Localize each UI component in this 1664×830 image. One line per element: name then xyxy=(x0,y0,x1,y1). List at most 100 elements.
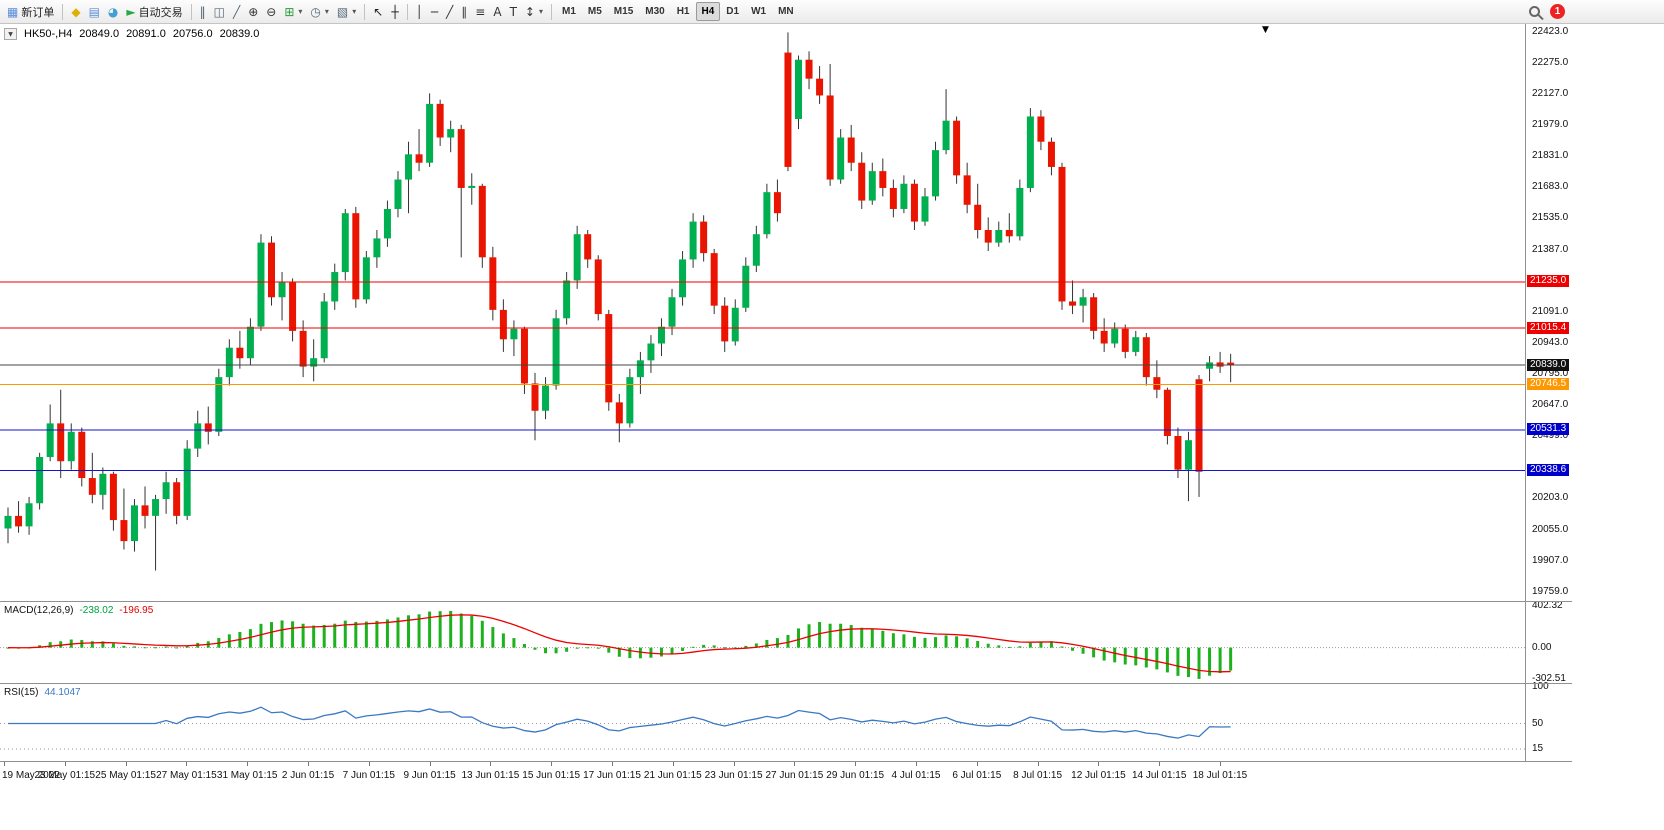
bull-candle xyxy=(573,234,581,281)
time-label: 13 Jun 01:15 xyxy=(461,770,520,781)
time-tick xyxy=(4,762,5,766)
macd-histogram-bar xyxy=(670,647,674,655)
bull-candle xyxy=(46,423,54,458)
crosshair-button[interactable]: ┼ xyxy=(387,2,402,22)
chart-candles-button[interactable]: ◫ xyxy=(210,2,229,22)
open-value: 20849.0 xyxy=(79,28,120,40)
vline-button[interactable]: │ xyxy=(412,2,427,22)
bull-candle xyxy=(1079,297,1087,306)
main-chart-canvas[interactable] xyxy=(0,24,1525,601)
price-tick-label: 20499.0 xyxy=(1532,430,1569,442)
hline-button[interactable]: ─ xyxy=(427,2,442,22)
time-tick xyxy=(551,762,553,766)
bear-candle xyxy=(615,402,623,424)
templates-button[interactable]: ▧ ▾ xyxy=(333,2,360,22)
zoom-in-button[interactable]: ⊕ xyxy=(244,2,262,22)
timeframe-w1[interactable]: W1 xyxy=(751,6,767,17)
notification-badge[interactable]: 1 xyxy=(1550,4,1565,19)
market-watch-button[interactable]: ▤ xyxy=(85,2,104,22)
bear-candle xyxy=(963,175,971,205)
macd-histogram-bar xyxy=(786,634,790,648)
dropdown-arrow-icon: ▾ xyxy=(352,7,357,16)
timeframe-m15[interactable]: M15 xyxy=(613,6,634,17)
chart-shift-marker[interactable]: ▼ xyxy=(1262,25,1269,35)
bull-candle xyxy=(942,120,950,151)
zoom-out-button[interactable]: ⊖ xyxy=(262,2,280,22)
panel-separator[interactable] xyxy=(0,683,1572,684)
bull-candle xyxy=(932,150,940,197)
bear-candle xyxy=(109,473,117,521)
text-button[interactable]: A xyxy=(489,2,505,22)
navigator-button[interactable]: ◕ xyxy=(104,2,122,22)
price-axis[interactable]: 22423.0 22275.0 22127.0 21979.0 21831.0 21683… xyxy=(1525,24,1572,762)
time-label: 4 Jul 01:15 xyxy=(891,770,941,781)
timeframe-h4[interactable]: H4 xyxy=(695,2,721,21)
new-order-button[interactable]: ▦ 新订单 xyxy=(3,2,58,22)
panel-separator[interactable] xyxy=(0,601,1572,602)
bear-candle xyxy=(1047,141,1055,167)
bull-candle xyxy=(246,326,254,359)
bear-candle xyxy=(879,171,887,188)
macd-histogram-bar xyxy=(870,628,874,648)
chart-bars-button[interactable]: ‖ xyxy=(196,2,210,22)
search-icon[interactable] xyxy=(1529,6,1540,17)
market-watch-icon: ▤ xyxy=(88,4,100,19)
time-axis[interactable]: 19 May 2022 23 May 01:15 25 May 01:15 27 Ma… xyxy=(0,762,1572,788)
fibonacci-button[interactable]: ≡ xyxy=(471,2,489,22)
autotrading-button[interactable]: ► 自动交易 xyxy=(122,2,186,22)
metaeditor-button[interactable]: ◆ xyxy=(67,2,84,22)
price-tick-label: 50 xyxy=(1532,717,1544,729)
navigator-icon: ◕ xyxy=(107,4,119,19)
rsi-value: 44.1047 xyxy=(44,687,81,698)
bear-candle xyxy=(1174,435,1182,470)
bull-candle xyxy=(1016,187,1024,237)
collapse-chart-button[interactable]: ▼ xyxy=(4,28,17,40)
bull-candle xyxy=(447,129,455,138)
rsi-panel-canvas[interactable] xyxy=(0,684,1525,761)
macd-histogram-bar xyxy=(1197,647,1201,679)
autotrading-icon: ► xyxy=(126,4,136,19)
periods-button[interactable]: ◷ ▾ xyxy=(306,2,333,22)
macd-name: MACD(12,26,9) xyxy=(4,605,74,616)
channel-button[interactable]: ∥ xyxy=(457,2,471,22)
timeframe-m30[interactable]: M30 xyxy=(645,6,665,17)
macd-histogram-bar xyxy=(628,647,632,659)
cursor-button[interactable]: ↖ xyxy=(369,2,387,22)
panel-separator[interactable] xyxy=(0,761,1572,762)
arrows-button[interactable]: ↕ ▾ xyxy=(521,2,547,22)
timeframe-m5[interactable]: M5 xyxy=(587,6,602,17)
macd-panel-canvas[interactable] xyxy=(0,602,1525,683)
macd-histogram-bar xyxy=(565,647,569,652)
macd-histogram-bar xyxy=(554,647,558,654)
price-tick-label: 21387.0 xyxy=(1532,243,1569,255)
bull-candle xyxy=(152,499,160,516)
timeframe-mn[interactable]: MN xyxy=(778,6,794,17)
macd-histogram-bar xyxy=(101,641,105,648)
macd-histogram-bar xyxy=(1007,646,1011,648)
price-tick-label: 20943.0 xyxy=(1532,336,1569,348)
bull-candle xyxy=(194,423,202,449)
macd-histogram-bar xyxy=(733,647,737,649)
bear-candle xyxy=(1090,297,1098,331)
bull-candle xyxy=(67,431,75,462)
autotrading-button-label: 自动交易 xyxy=(138,6,183,19)
zoom-out-icon: ⊖ xyxy=(266,4,277,19)
macd-histogram-bar xyxy=(818,621,822,648)
bull-candle xyxy=(647,343,655,361)
chart-line-icon: ╱ xyxy=(232,4,241,19)
rsi-indicator-label: RSI(15) 44.1047 xyxy=(4,687,81,698)
indicators-button[interactable]: ⊞ ▾ xyxy=(280,2,306,22)
timeframe-h1[interactable]: H1 xyxy=(676,6,690,17)
price-tick-label: 20203.0 xyxy=(1532,492,1569,504)
macd-histogram-bar xyxy=(248,629,252,648)
label-button[interactable]: T xyxy=(506,2,521,22)
timeframe-m1[interactable]: M1 xyxy=(561,6,576,17)
macd-histogram-bar xyxy=(1218,647,1222,674)
macd-histogram-bar xyxy=(396,617,400,648)
bear-candle xyxy=(773,192,781,214)
chart-line-button[interactable]: ╱ xyxy=(229,2,244,22)
timeframe-d1[interactable]: D1 xyxy=(726,6,740,17)
trendline-button[interactable]: ╱ xyxy=(442,2,457,22)
time-tick xyxy=(612,762,613,766)
price-tick-label: 22275.0 xyxy=(1532,56,1569,68)
